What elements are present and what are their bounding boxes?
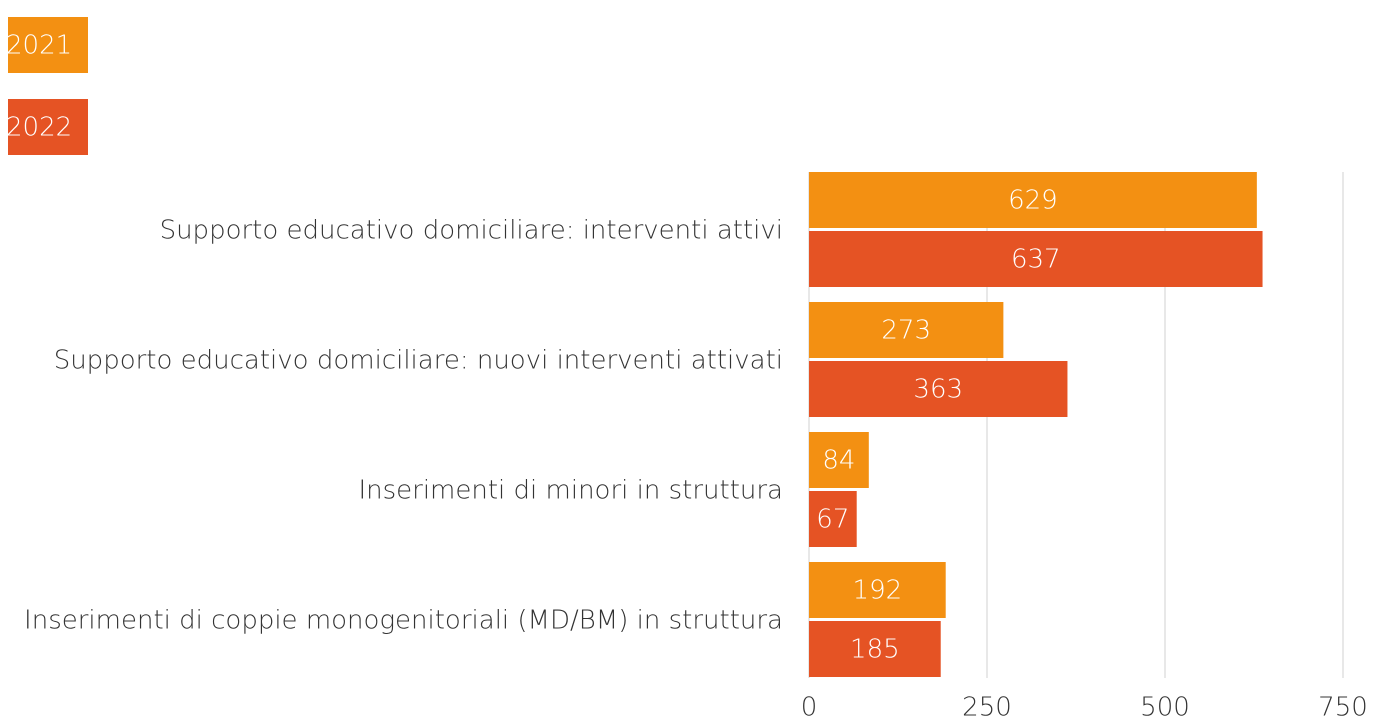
x-tick-label: 750 xyxy=(1318,693,1368,723)
data-label: 67 xyxy=(816,505,849,535)
data-label: 273 xyxy=(881,316,931,346)
y-tick-label: Inserimenti di minori in struttura xyxy=(358,476,783,506)
bar xyxy=(809,621,941,677)
legend-label: 2022 xyxy=(6,113,72,143)
data-label: 629 xyxy=(1008,186,1058,216)
data-label: 637 xyxy=(1011,245,1061,275)
data-label: 185 xyxy=(850,635,900,665)
x-tick-label: 250 xyxy=(962,693,1012,723)
x-tick-label: 0 xyxy=(801,693,818,723)
bar xyxy=(809,562,946,618)
bar xyxy=(809,231,1263,287)
bar xyxy=(809,361,1068,417)
bar xyxy=(809,172,1257,228)
bar xyxy=(809,432,869,488)
legend-swatch xyxy=(8,99,88,155)
data-label: 192 xyxy=(853,576,903,606)
data-label: 84 xyxy=(822,446,855,476)
y-tick-label: Inserimenti di coppie monogenitoriali (M… xyxy=(24,606,783,636)
bar xyxy=(809,491,857,547)
data-label: 363 xyxy=(913,375,963,405)
y-tick-label: Supporto educativo domiciliare: interven… xyxy=(160,216,783,246)
legend-swatch xyxy=(8,17,88,73)
legend-label: 2021 xyxy=(6,31,72,61)
x-tick-label: 500 xyxy=(1140,693,1190,723)
y-tick-label: Supporto educativo domiciliare: nuovi in… xyxy=(54,346,783,376)
bar xyxy=(809,302,1004,358)
